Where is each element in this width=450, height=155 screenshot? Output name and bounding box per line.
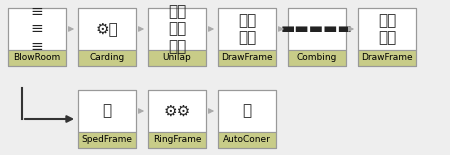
Text: ≡
≡
≡: ≡ ≡ ≡ xyxy=(31,4,43,54)
Bar xyxy=(358,8,416,66)
Bar xyxy=(218,132,276,148)
Bar xyxy=(148,8,206,66)
Bar xyxy=(148,50,206,66)
Text: 🕯: 🕯 xyxy=(243,104,252,119)
Text: ⬛⬛
⬛⬛: ⬛⬛ ⬛⬛ xyxy=(378,13,396,45)
Bar xyxy=(358,8,416,50)
Bar xyxy=(78,90,136,132)
Text: ⬛⬛
⬛⬛
⬛⬛: ⬛⬛ ⬛⬛ ⬛⬛ xyxy=(168,4,186,54)
Text: RingFrame: RingFrame xyxy=(153,135,201,144)
Text: BlowRoom: BlowRoom xyxy=(14,53,61,62)
Text: ⬛⬛
⬛⬛: ⬛⬛ ⬛⬛ xyxy=(238,13,256,45)
Text: ▬▬▬▬▬: ▬▬▬▬▬ xyxy=(281,22,353,36)
Text: 🔋: 🔋 xyxy=(103,104,112,119)
Bar xyxy=(8,8,66,66)
Bar xyxy=(78,132,136,148)
Bar xyxy=(218,8,276,66)
Text: SpedFrame: SpedFrame xyxy=(81,135,132,144)
Bar xyxy=(218,8,276,50)
Text: Carding: Carding xyxy=(90,53,125,62)
Text: DrawFrame: DrawFrame xyxy=(361,53,413,62)
Bar xyxy=(148,8,206,50)
Bar xyxy=(8,50,66,66)
Text: Combing: Combing xyxy=(297,53,337,62)
Bar xyxy=(8,8,66,50)
Bar xyxy=(288,50,346,66)
Bar xyxy=(358,50,416,66)
Text: DrawFrame: DrawFrame xyxy=(221,53,273,62)
Bar xyxy=(78,90,136,148)
Bar xyxy=(288,8,346,66)
Bar xyxy=(78,8,136,66)
Text: AutoConer: AutoConer xyxy=(223,135,271,144)
Bar xyxy=(218,90,276,148)
Bar xyxy=(148,132,206,148)
Bar xyxy=(78,8,136,50)
Text: ⚙⚙: ⚙⚙ xyxy=(163,104,191,119)
Bar xyxy=(78,50,136,66)
Text: Unilap: Unilap xyxy=(162,53,191,62)
Bar xyxy=(148,90,206,132)
Bar xyxy=(218,50,276,66)
Bar xyxy=(288,8,346,50)
Bar xyxy=(218,90,276,132)
Text: ⚙🔧: ⚙🔧 xyxy=(95,22,118,36)
Bar xyxy=(148,90,206,148)
